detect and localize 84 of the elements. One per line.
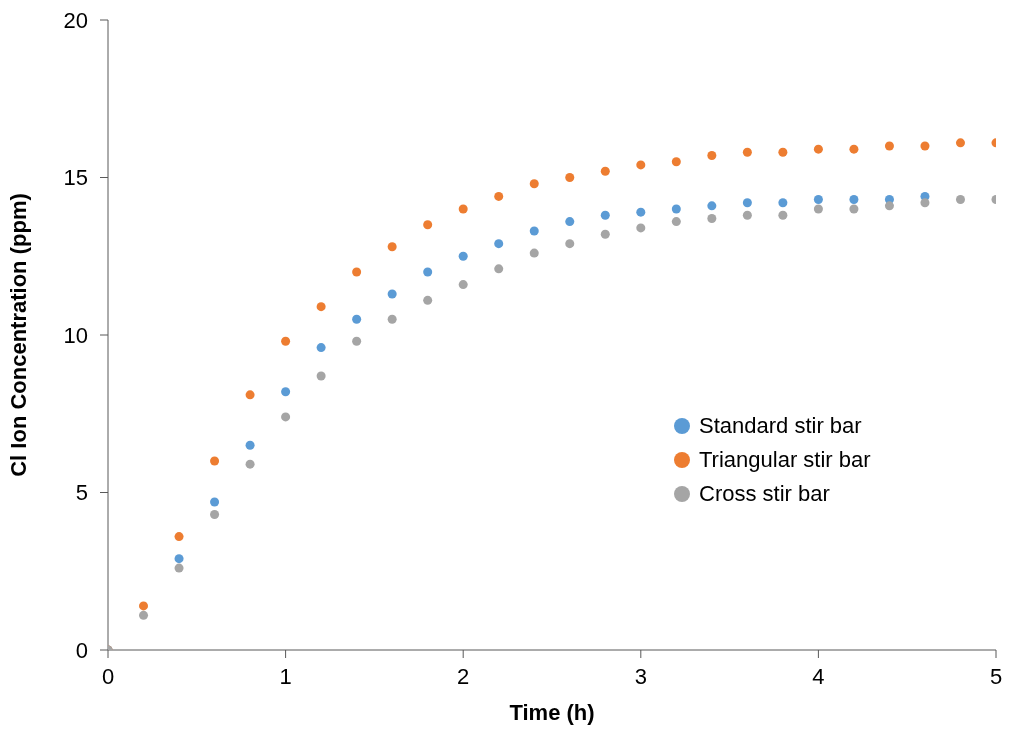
point [281, 387, 291, 397]
y-tick-label: 0 [75, 637, 88, 663]
point [849, 144, 859, 154]
point [813, 204, 823, 214]
point [458, 280, 468, 290]
point [352, 314, 362, 324]
point [778, 210, 788, 220]
point [210, 456, 220, 466]
point [707, 213, 717, 223]
point [529, 248, 539, 258]
point [316, 343, 326, 353]
point [245, 440, 255, 450]
x-tick-label: 1 [279, 663, 292, 689]
point [281, 412, 291, 422]
x-tick-label: 3 [634, 663, 647, 689]
legend-label: Standard stir bar [699, 413, 862, 439]
point [387, 314, 397, 324]
point [494, 191, 504, 201]
point [423, 295, 433, 305]
point [316, 302, 326, 312]
point [210, 497, 220, 507]
legend-label: Triangular stir bar [699, 447, 871, 473]
point [565, 217, 575, 227]
point [387, 289, 397, 299]
point [494, 239, 504, 249]
point [742, 198, 752, 208]
point [174, 563, 184, 573]
point [671, 217, 681, 227]
x-tick-label: 2 [457, 663, 470, 689]
point [529, 179, 539, 189]
point [884, 201, 894, 211]
point [316, 371, 326, 381]
point [920, 141, 930, 151]
y-tick-label: 5 [75, 480, 88, 506]
point [707, 150, 717, 160]
point [494, 264, 504, 274]
point [955, 195, 965, 205]
point [778, 147, 788, 157]
point [352, 267, 362, 277]
point [600, 210, 610, 220]
point [849, 204, 859, 214]
point [210, 510, 220, 520]
point [671, 157, 681, 167]
point [529, 226, 539, 236]
y-axis-title: Cl Ion Concentration (ppm) [5, 193, 31, 477]
point [707, 201, 717, 211]
y-tick-label: 15 [63, 165, 88, 191]
point [387, 242, 397, 252]
point [458, 251, 468, 261]
point [423, 267, 433, 277]
point [636, 160, 646, 170]
x-tick-label: 4 [812, 663, 825, 689]
x-tick-label: 5 [989, 663, 1003, 689]
point [920, 198, 930, 208]
y-tick-label: 10 [63, 322, 88, 348]
point [139, 601, 149, 611]
x-tick-label: 0 [101, 663, 115, 689]
point [352, 336, 362, 346]
point [423, 220, 433, 230]
y-tick-label: 20 [63, 7, 88, 33]
point [955, 138, 965, 148]
point [742, 210, 752, 220]
point [742, 147, 752, 157]
x-axis-title: Time (h) [509, 700, 595, 725]
point [778, 198, 788, 208]
point [600, 229, 610, 239]
point [636, 207, 646, 217]
point [565, 172, 575, 183]
point [245, 459, 255, 469]
point [565, 239, 575, 249]
point [245, 390, 255, 400]
point [849, 195, 859, 205]
point [600, 166, 610, 176]
point [174, 532, 184, 542]
point [636, 223, 646, 233]
legend-label: Cross stir bar [699, 481, 830, 507]
point [813, 144, 823, 154]
point [884, 141, 894, 151]
point [458, 204, 468, 214]
point [813, 195, 823, 205]
point [139, 610, 149, 620]
point [174, 554, 184, 564]
point [281, 336, 291, 346]
point [671, 204, 681, 214]
